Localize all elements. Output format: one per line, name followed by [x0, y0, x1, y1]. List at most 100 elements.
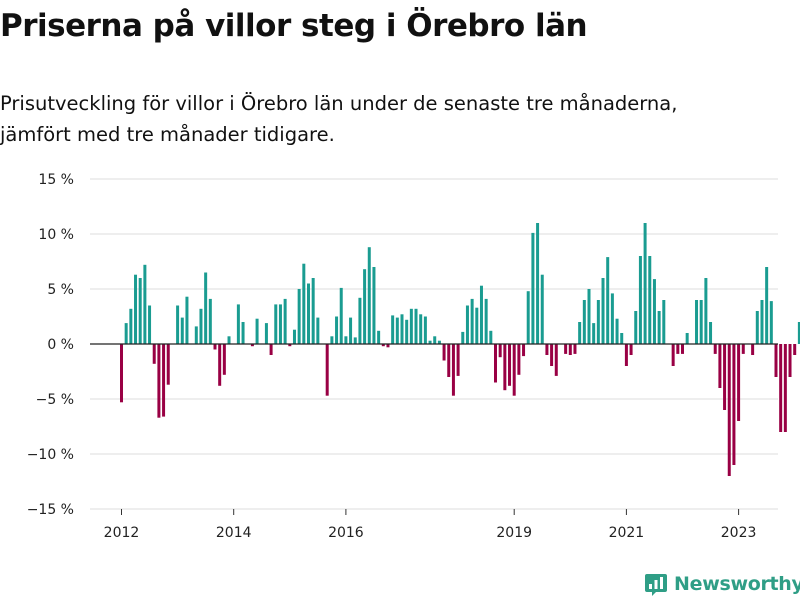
bar [456, 344, 460, 376]
bar [377, 330, 381, 344]
bar [578, 322, 582, 344]
bar [278, 304, 282, 344]
bar [531, 232, 535, 344]
bar [283, 298, 287, 344]
bar [199, 308, 203, 344]
bar [620, 333, 624, 344]
bar [241, 322, 245, 344]
bar [709, 322, 713, 344]
bar [405, 319, 409, 344]
y-tick-label: −10 % [27, 447, 74, 463]
bar [751, 344, 755, 355]
bar [652, 279, 656, 344]
bar [671, 344, 675, 366]
y-tick-label: 10 % [38, 227, 74, 243]
bar [713, 344, 717, 354]
bar [437, 340, 441, 344]
bar [213, 344, 217, 350]
chart-subtitle: Prisutveckling för villor i Örebro län u… [0, 88, 790, 150]
bar [381, 344, 385, 347]
bar [475, 307, 479, 344]
bar [367, 247, 371, 344]
bar [386, 344, 390, 348]
bar [363, 269, 367, 344]
bar [124, 323, 128, 344]
bar [797, 322, 800, 344]
bar [325, 344, 329, 396]
bar [428, 340, 432, 344]
bar [624, 344, 628, 366]
bar [442, 344, 446, 361]
bar [526, 291, 530, 344]
bar [508, 344, 512, 386]
bar [194, 326, 198, 344]
bar [727, 344, 731, 476]
bar [344, 336, 348, 344]
bar [662, 300, 666, 344]
subtitle-line-1: Prisutveckling för villor i Örebro län u… [0, 92, 678, 115]
bar [629, 344, 633, 355]
bar [741, 344, 745, 354]
bar [395, 317, 399, 344]
bar [218, 344, 222, 386]
bar [414, 308, 418, 344]
bar [391, 315, 395, 344]
bar [699, 300, 703, 344]
bar [316, 317, 320, 344]
bar [274, 304, 278, 344]
bar [788, 344, 792, 377]
x-tick-label: 2023 [721, 525, 757, 541]
bar [494, 344, 497, 383]
bar [400, 314, 404, 344]
bar [587, 289, 591, 344]
y-tick-label: 15 % [38, 172, 74, 188]
bar [227, 336, 231, 344]
y-tick-label: −5 % [36, 392, 74, 408]
bar [204, 272, 208, 344]
bar [152, 344, 156, 364]
bar [479, 285, 483, 344]
bar [330, 336, 334, 344]
bar [129, 308, 133, 344]
bar [451, 344, 455, 396]
bar [302, 263, 306, 344]
bar [643, 223, 647, 344]
bar [606, 257, 610, 344]
bar [307, 283, 310, 344]
bar [760, 300, 764, 344]
bar [737, 344, 741, 421]
bar [185, 296, 189, 344]
bar [793, 344, 797, 355]
bar [419, 314, 423, 344]
bar [358, 297, 362, 344]
newsworthy-logo-icon [645, 574, 667, 596]
bar [564, 344, 568, 354]
bar [615, 318, 619, 344]
bar [550, 344, 554, 366]
bar [120, 344, 123, 403]
bar [138, 278, 142, 344]
bar [545, 344, 549, 355]
bar [718, 344, 722, 388]
bar [465, 305, 469, 344]
bar [269, 344, 273, 355]
subtitle-line-2: jämfört med tre månader tidigare. [0, 123, 335, 146]
bar [297, 289, 301, 344]
bar [176, 305, 180, 344]
bar [250, 344, 254, 347]
bar [423, 316, 427, 344]
bar [166, 344, 170, 385]
bar [755, 311, 759, 344]
bar [311, 278, 315, 344]
x-tick-label: 2021 [609, 525, 645, 541]
bar [447, 344, 451, 377]
bar [657, 311, 661, 344]
bar [208, 298, 212, 344]
bar [540, 274, 544, 344]
y-tick-label: 0 % [47, 337, 74, 353]
bar [568, 344, 572, 355]
bar [162, 344, 166, 417]
bar [498, 344, 502, 358]
bar [517, 344, 521, 375]
